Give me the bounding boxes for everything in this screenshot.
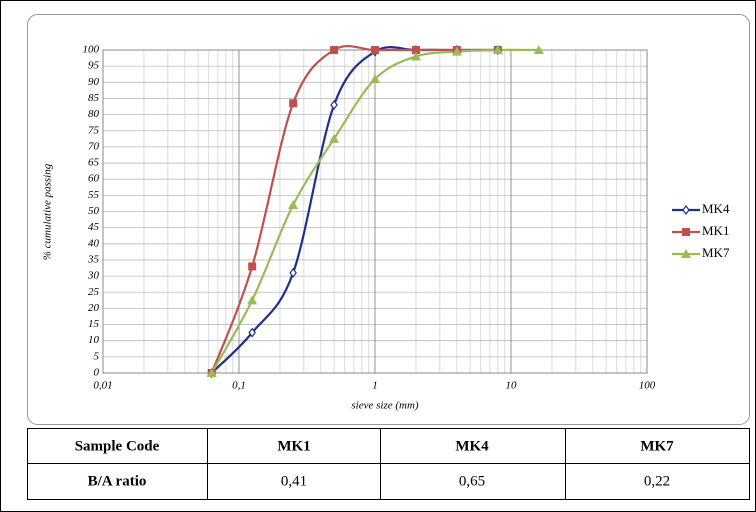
y-tick-label: 30 — [87, 270, 100, 282]
table-cell: 0,22 — [644, 473, 670, 489]
marker — [451, 46, 462, 56]
y-tick-label: 45 — [88, 221, 100, 233]
marker — [247, 295, 258, 305]
marker — [289, 267, 297, 278]
marker — [330, 99, 338, 110]
marker — [206, 368, 217, 377]
marker — [533, 45, 544, 54]
chart-frame — [27, 14, 750, 425]
table-header: Sample Code — [75, 438, 160, 454]
x-tick-label: 0,1 — [232, 380, 246, 392]
table-cell: 0,41 — [281, 473, 307, 489]
y-tick-label: 70 — [88, 140, 100, 152]
legend-label: MK1 — [702, 223, 729, 238]
y-tick-label: 5 — [94, 350, 100, 362]
y-tick-label: 80 — [88, 108, 100, 120]
marker — [330, 46, 339, 54]
table-cell: B/A ratio — [88, 473, 147, 489]
y-tick-label: 55 — [88, 189, 100, 201]
x-tick-label: 0,01 — [93, 380, 112, 392]
x-tick-label: 1 — [372, 380, 378, 392]
marker — [248, 262, 257, 271]
marker — [371, 46, 379, 54]
marker — [411, 46, 420, 54]
y-tick-label: 85 — [88, 92, 100, 104]
y-tick-label: 25 — [88, 286, 100, 298]
table: Sample Code MK1 MK4 MK7 B/A ratio 0,41 0… — [27, 428, 750, 500]
y-tick-label: 15 — [88, 318, 100, 330]
legend-label: MK4 — [702, 201, 730, 216]
marker — [492, 45, 503, 54]
y-tick-label: 100 — [83, 44, 100, 56]
y-tick-label: 90 — [88, 76, 100, 88]
marker — [288, 200, 299, 210]
y-tick-label: 60 — [88, 173, 100, 185]
table-header: MK7 — [640, 438, 674, 454]
legend-marker — [682, 228, 690, 236]
x-tick-label: 100 — [639, 380, 656, 392]
marker — [370, 74, 380, 84]
y-tick-label: 40 — [88, 237, 100, 249]
y-tick-label: 20 — [88, 302, 100, 314]
series-line — [210, 48, 539, 374]
x-axis-label: sieve size (mm) — [351, 400, 419, 412]
marker — [289, 99, 298, 108]
legend-label: MK7 — [702, 245, 730, 260]
y-tick-label: 50 — [88, 205, 100, 217]
marker — [410, 51, 421, 61]
y-tick-label: 65 — [88, 157, 100, 169]
table-header: MK1 — [277, 438, 310, 454]
grid — [102, 49, 648, 374]
marker — [329, 133, 340, 143]
y-tick-label: 75 — [88, 124, 100, 136]
y-tick-label: 0 — [94, 367, 100, 379]
legend-marker — [682, 205, 690, 215]
y-tick-label: 10 — [88, 334, 100, 346]
marker — [248, 327, 256, 338]
y-tick-label: 35 — [87, 253, 100, 265]
legend-marker — [681, 249, 691, 258]
table-header: MK4 — [455, 438, 489, 454]
x-tick-label: 10 — [506, 380, 518, 392]
y-tick-label: 95 — [88, 60, 100, 72]
y-axis-label: % cumulative passing — [42, 163, 54, 260]
table-cell: 0,65 — [459, 473, 485, 489]
